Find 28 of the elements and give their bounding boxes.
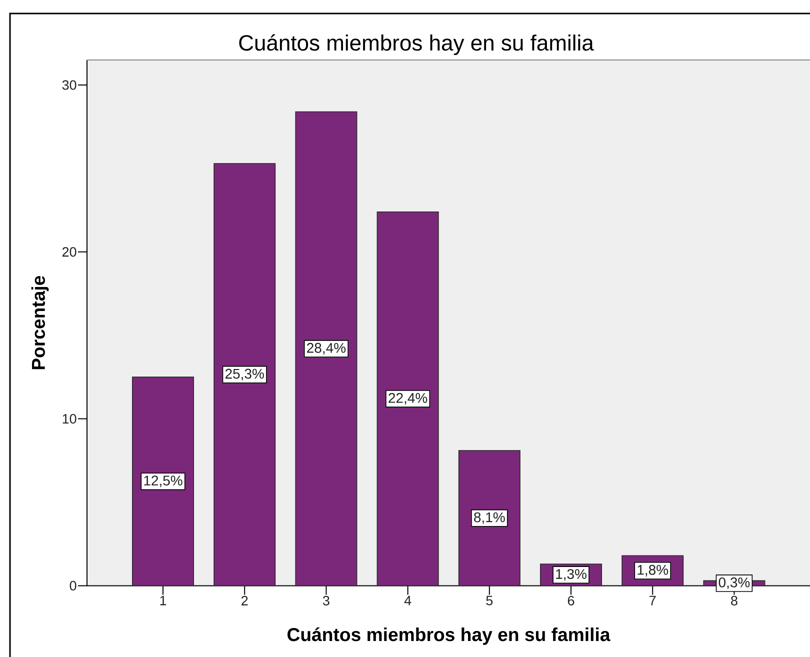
y-tick-label: 20	[62, 247, 76, 257]
bar	[214, 163, 276, 586]
data-label: 1,3%	[556, 569, 586, 581]
x-tick-label: 7	[650, 596, 656, 606]
x-tick-label: 2	[242, 596, 248, 606]
data-label: 12,5%	[144, 476, 182, 488]
y-tick-label: 10	[62, 414, 76, 424]
data-label: 22,4%	[388, 392, 428, 405]
y-tick-label: 0	[70, 580, 76, 590]
chart-title: Cuántos miembros hay en su familia	[239, 34, 594, 56]
x-axis-title: Cuántos miembros hay en su familia	[288, 627, 610, 645]
x-tick-label: 3	[322, 596, 330, 606]
x-tick-label: 8	[731, 596, 738, 606]
data-label: 8,1%	[474, 512, 505, 524]
x-tick-label: 5	[486, 596, 493, 606]
x-tick-label: 1	[160, 596, 166, 606]
data-label: 1,8%	[638, 564, 668, 576]
data-label: 0,3%	[718, 577, 750, 589]
data-label: 25,3%	[225, 368, 264, 380]
x-tick-label: 4	[404, 596, 412, 606]
bar	[376, 211, 439, 586]
bar	[458, 450, 520, 586]
x-tick-label: 6	[568, 596, 574, 606]
y-axis-title: Porcentaje	[31, 276, 49, 370]
bar	[295, 111, 358, 586]
data-label: 28,4%	[307, 342, 346, 355]
y-tick-label: 30	[62, 80, 76, 90]
bar	[132, 376, 194, 586]
